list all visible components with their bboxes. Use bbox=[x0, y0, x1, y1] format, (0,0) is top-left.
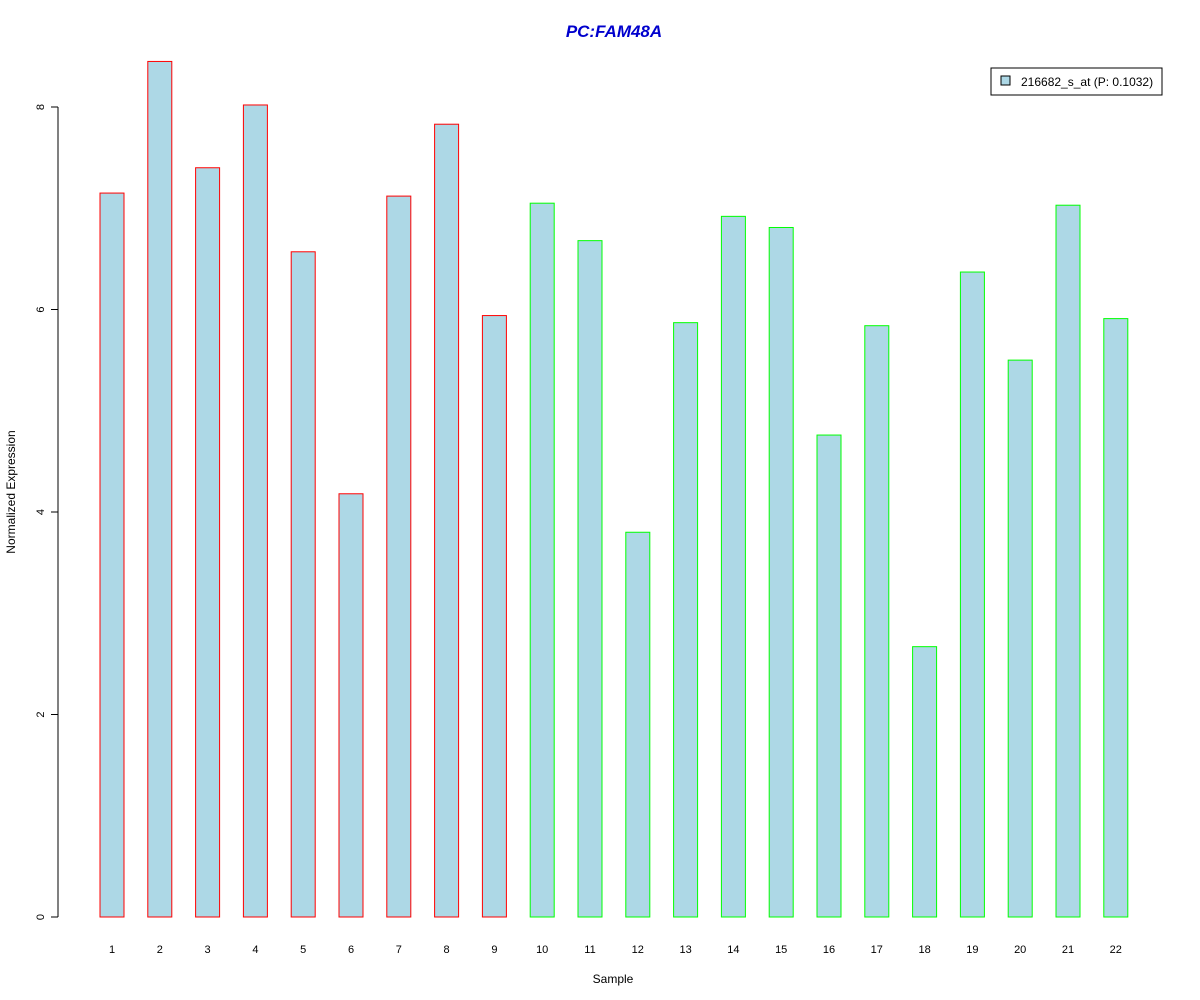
x-tick-label: 21 bbox=[1062, 944, 1074, 956]
x-tick-label: 5 bbox=[300, 944, 306, 956]
bar-14 bbox=[720, 215, 746, 918]
y-axis-label: Normalized Expression bbox=[4, 430, 18, 553]
bar-17 bbox=[864, 325, 890, 918]
y-tick-label: 2 bbox=[35, 711, 47, 717]
bar-2 bbox=[147, 60, 173, 918]
x-tick-label: 10 bbox=[536, 944, 548, 956]
chart-title: PC:FAM48A bbox=[566, 22, 662, 41]
y-tick-label: 0 bbox=[35, 914, 47, 920]
x-tick-label: 18 bbox=[918, 944, 930, 956]
bar-13 bbox=[673, 322, 699, 918]
x-tick-label: 15 bbox=[775, 944, 787, 956]
x-tick-label: 8 bbox=[444, 944, 450, 956]
x-axis-label: Sample bbox=[593, 972, 634, 986]
bar-18 bbox=[912, 646, 938, 918]
bar-7 bbox=[386, 195, 412, 918]
bar-20 bbox=[1007, 359, 1033, 918]
x-tick-label: 1 bbox=[109, 944, 115, 956]
bar-6 bbox=[338, 493, 364, 918]
x-axis-tick-labels: 1 2 3 4 5 6 7 8 9 10 11 12 13 14 15 16 17 18 19 20 21 22 bbox=[109, 944, 1122, 956]
bar-15 bbox=[768, 226, 794, 918]
x-tick-label: 20 bbox=[1014, 944, 1026, 956]
bar-11 bbox=[577, 240, 603, 918]
x-tick-label: 2 bbox=[157, 944, 163, 956]
x-tick-label: 6 bbox=[348, 944, 354, 956]
bar-19 bbox=[959, 271, 985, 918]
y-tick-label: 4 bbox=[35, 509, 47, 515]
y-tick-label: 8 bbox=[35, 104, 47, 110]
x-tick-label: 9 bbox=[491, 944, 497, 956]
x-tick-label: 16 bbox=[823, 944, 835, 956]
bar-22 bbox=[1103, 318, 1129, 918]
bar-3 bbox=[195, 167, 221, 918]
x-tick-label: 17 bbox=[871, 944, 883, 956]
y-axis-ticks: 0 2 4 6 8 bbox=[35, 104, 58, 920]
legend-label: 216682_s_at (P: 0.1032) bbox=[1021, 75, 1153, 89]
x-tick-label: 22 bbox=[1110, 944, 1122, 956]
legend: 216682_s_at (P: 0.1032) bbox=[990, 67, 1163, 96]
bar-5 bbox=[290, 251, 316, 918]
x-tick-label: 3 bbox=[205, 944, 211, 956]
bar-8 bbox=[434, 123, 460, 918]
x-tick-label: 7 bbox=[396, 944, 402, 956]
x-tick-label: 12 bbox=[632, 944, 644, 956]
x-tick-label: 19 bbox=[966, 944, 978, 956]
legend-swatch bbox=[1000, 75, 1011, 86]
bars-group bbox=[99, 60, 1129, 918]
bar-4 bbox=[242, 104, 268, 918]
bar-10 bbox=[529, 202, 555, 918]
x-tick-label: 4 bbox=[252, 944, 258, 956]
x-tick-label: 11 bbox=[584, 944, 595, 956]
bar-21 bbox=[1055, 204, 1081, 918]
x-tick-label: 13 bbox=[679, 944, 691, 956]
bar-12 bbox=[625, 531, 651, 918]
x-tick-label: 14 bbox=[727, 944, 739, 956]
bar-16 bbox=[816, 434, 842, 918]
bar-9 bbox=[481, 315, 507, 918]
y-tick-label: 6 bbox=[35, 306, 47, 312]
legend-box bbox=[990, 67, 1163, 96]
bar-1 bbox=[99, 192, 125, 918]
